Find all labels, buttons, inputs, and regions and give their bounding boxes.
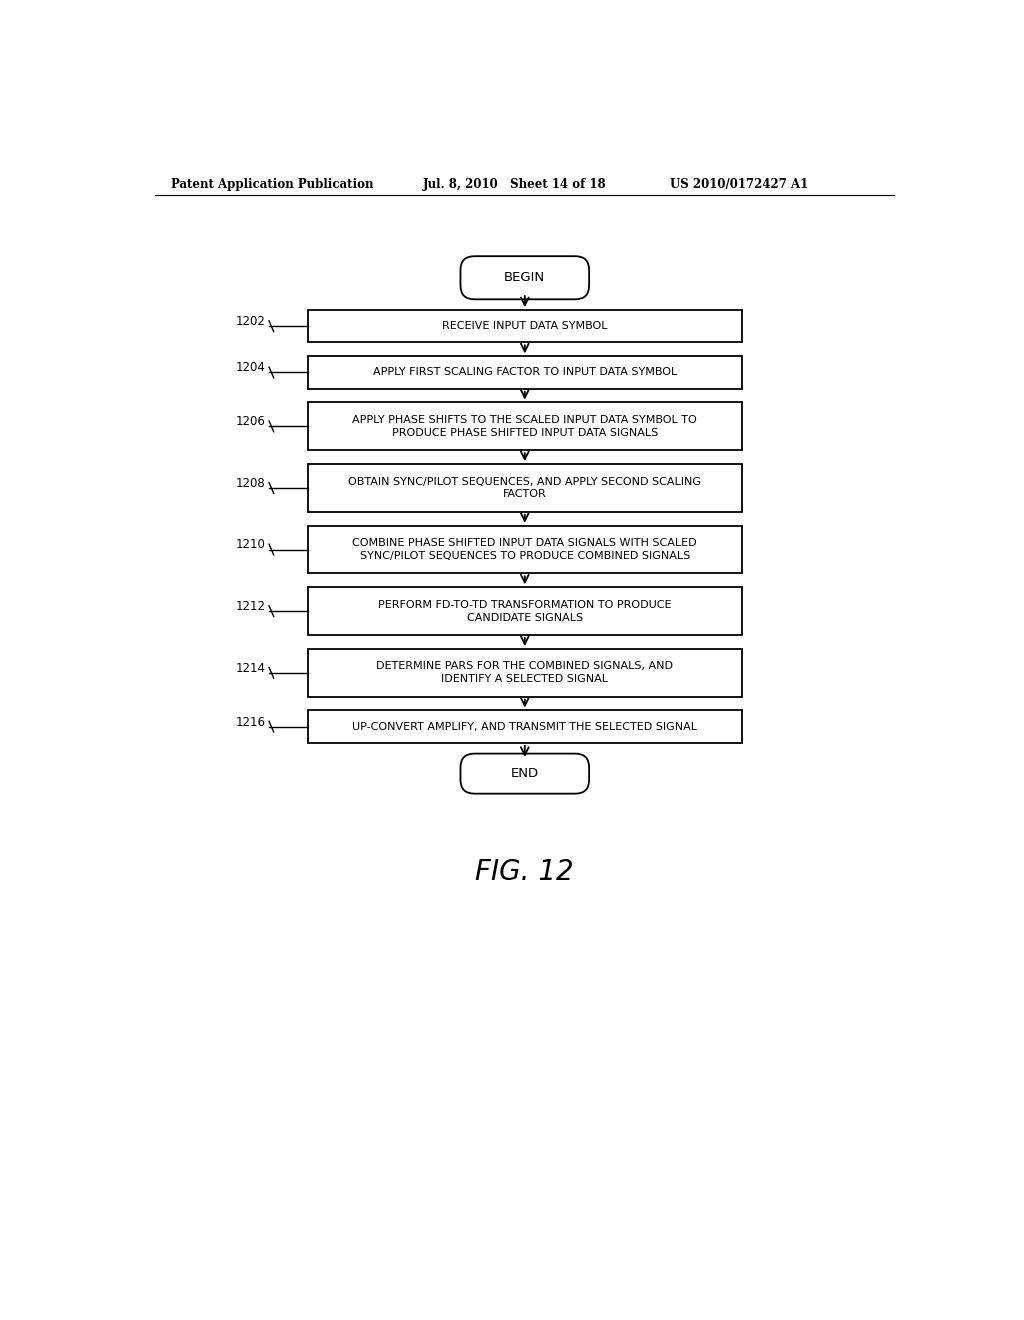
Text: COMBINE PHASE SHIFTED INPUT DATA SIGNALS WITH SCALED: COMBINE PHASE SHIFTED INPUT DATA SIGNALS… xyxy=(352,539,697,548)
FancyBboxPatch shape xyxy=(308,310,741,342)
Text: 1206: 1206 xyxy=(236,416,265,428)
Text: SYNC/PILOT SEQUENCES TO PRODUCE COMBINED SIGNALS: SYNC/PILOT SEQUENCES TO PRODUCE COMBINED… xyxy=(359,550,690,561)
Text: CANDIDATE SIGNALS: CANDIDATE SIGNALS xyxy=(467,612,583,623)
Text: 1210: 1210 xyxy=(236,539,265,552)
FancyBboxPatch shape xyxy=(461,754,589,793)
Text: FIG. 12: FIG. 12 xyxy=(475,858,574,886)
FancyBboxPatch shape xyxy=(308,465,741,512)
Text: 1214: 1214 xyxy=(236,661,265,675)
Text: 1202: 1202 xyxy=(236,315,265,329)
Text: OBTAIN SYNC/PILOT SEQUENCES, AND APPLY SECOND SCALING: OBTAIN SYNC/PILOT SEQUENCES, AND APPLY S… xyxy=(348,477,701,487)
Text: 1216: 1216 xyxy=(236,715,265,729)
Text: PERFORM FD-TO-TD TRANSFORMATION TO PRODUCE: PERFORM FD-TO-TD TRANSFORMATION TO PRODU… xyxy=(378,599,672,610)
Text: BEGIN: BEGIN xyxy=(504,271,546,284)
Text: APPLY PHASE SHIFTS TO THE SCALED INPUT DATA SYMBOL TO: APPLY PHASE SHIFTS TO THE SCALED INPUT D… xyxy=(352,414,697,425)
Text: APPLY FIRST SCALING FACTOR TO INPUT DATA SYMBOL: APPLY FIRST SCALING FACTOR TO INPUT DATA… xyxy=(373,367,677,378)
Text: Jul. 8, 2010   Sheet 14 of 18: Jul. 8, 2010 Sheet 14 of 18 xyxy=(423,178,606,190)
Text: UP-CONVERT AMPLIFY, AND TRANSMIT THE SELECTED SIGNAL: UP-CONVERT AMPLIFY, AND TRANSMIT THE SEL… xyxy=(352,722,697,731)
Text: PRODUCE PHASE SHIFTED INPUT DATA SIGNALS: PRODUCE PHASE SHIFTED INPUT DATA SIGNALS xyxy=(391,428,658,438)
FancyBboxPatch shape xyxy=(461,256,589,300)
Text: US 2010/0172427 A1: US 2010/0172427 A1 xyxy=(671,178,809,190)
Text: DETERMINE PARS FOR THE COMBINED SIGNALS, AND: DETERMINE PARS FOR THE COMBINED SIGNALS,… xyxy=(376,661,674,672)
FancyBboxPatch shape xyxy=(308,403,741,450)
Text: 1204: 1204 xyxy=(236,362,265,375)
Text: 1208: 1208 xyxy=(236,477,265,490)
Text: FACTOR: FACTOR xyxy=(503,490,547,499)
Text: END: END xyxy=(511,767,539,780)
FancyBboxPatch shape xyxy=(308,587,741,635)
FancyBboxPatch shape xyxy=(308,525,741,573)
Text: Patent Application Publication: Patent Application Publication xyxy=(171,178,373,190)
Text: IDENTIFY A SELECTED SIGNAL: IDENTIFY A SELECTED SIGNAL xyxy=(441,675,608,684)
FancyBboxPatch shape xyxy=(308,356,741,388)
FancyBboxPatch shape xyxy=(308,710,741,743)
Text: RECEIVE INPUT DATA SYMBOL: RECEIVE INPUT DATA SYMBOL xyxy=(442,321,607,331)
FancyBboxPatch shape xyxy=(308,649,741,697)
Text: 1212: 1212 xyxy=(236,601,265,612)
